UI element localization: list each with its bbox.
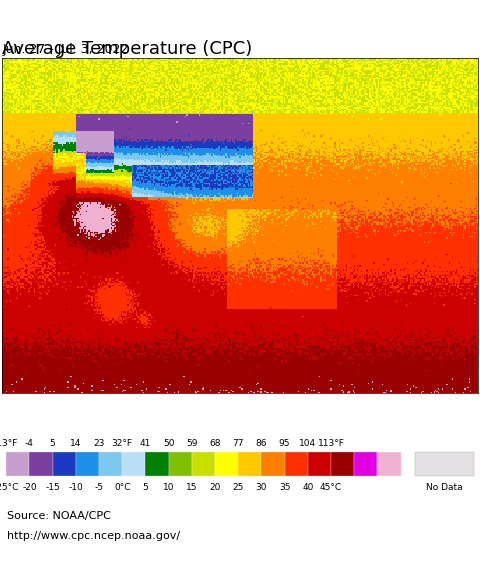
- Text: Source: NOAA/CPC: Source: NOAA/CPC: [7, 512, 111, 522]
- Text: 40: 40: [302, 483, 313, 492]
- Text: 50: 50: [163, 439, 174, 448]
- Bar: [6, 452, 29, 476]
- Text: 77: 77: [232, 439, 244, 448]
- Bar: [76, 452, 99, 476]
- Text: 30: 30: [256, 483, 267, 492]
- Text: 0°C: 0°C: [114, 483, 131, 492]
- Bar: [331, 452, 354, 476]
- Text: -5: -5: [95, 483, 104, 492]
- Bar: [262, 452, 285, 476]
- Bar: [285, 452, 308, 476]
- Bar: [377, 452, 401, 476]
- Text: -10: -10: [69, 483, 83, 492]
- Bar: [145, 452, 168, 476]
- Text: -25°C: -25°C: [0, 483, 19, 492]
- Text: 20: 20: [209, 483, 221, 492]
- Text: Average Temperature (CPC): Average Temperature (CPC): [2, 40, 252, 58]
- Text: 32°F: 32°F: [112, 439, 132, 448]
- Text: -13°F: -13°F: [0, 439, 18, 448]
- Bar: [215, 452, 238, 476]
- Text: 86: 86: [256, 439, 267, 448]
- Text: 59: 59: [186, 439, 198, 448]
- Text: -4: -4: [25, 439, 34, 448]
- Bar: [29, 452, 53, 476]
- Text: -15: -15: [45, 483, 60, 492]
- Text: Jun. 27 - Jul. 3, 2022: Jun. 27 - Jul. 3, 2022: [2, 43, 129, 56]
- Text: 113°F: 113°F: [318, 439, 345, 448]
- Text: 95: 95: [279, 439, 290, 448]
- Text: 14: 14: [70, 439, 82, 448]
- Text: 68: 68: [209, 439, 221, 448]
- Text: 25: 25: [232, 483, 244, 492]
- Bar: [354, 452, 377, 476]
- Text: -20: -20: [22, 483, 36, 492]
- Text: 41: 41: [140, 439, 151, 448]
- Bar: [415, 452, 474, 476]
- Text: 23: 23: [93, 439, 105, 448]
- Bar: [99, 452, 122, 476]
- Text: 104: 104: [299, 439, 316, 448]
- Text: 45°C: 45°C: [320, 483, 342, 492]
- Text: No Data: No Data: [426, 483, 463, 492]
- Text: 10: 10: [163, 483, 174, 492]
- Text: http://www.cpc.ncep.noaa.gov/: http://www.cpc.ncep.noaa.gov/: [7, 531, 180, 541]
- Bar: [122, 452, 145, 476]
- Bar: [238, 452, 262, 476]
- Bar: [53, 452, 76, 476]
- Bar: [192, 452, 215, 476]
- Text: 5: 5: [143, 483, 148, 492]
- Text: 5: 5: [50, 439, 56, 448]
- Bar: [168, 452, 192, 476]
- Text: 15: 15: [186, 483, 198, 492]
- Text: 35: 35: [279, 483, 290, 492]
- Bar: [308, 452, 331, 476]
